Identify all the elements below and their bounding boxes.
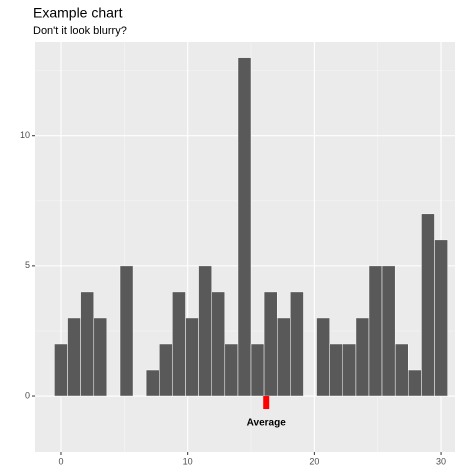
average-label: Average: [247, 418, 287, 429]
bar: [368, 265, 383, 397]
chart-subtitle: Don't it look blurry?: [33, 25, 127, 37]
average-marker: [263, 396, 270, 410]
bar: [185, 317, 199, 397]
bar: [381, 265, 396, 397]
bar: [276, 317, 291, 397]
x-tick-label: 10: [183, 456, 193, 466]
y-tick-label: 0: [25, 390, 30, 400]
x-tick-label: 30: [436, 456, 446, 466]
bar: [119, 265, 134, 397]
bar: [172, 291, 186, 397]
bar: [211, 291, 226, 397]
bar: [93, 317, 108, 397]
bar: [355, 317, 370, 397]
bar: [224, 343, 239, 397]
bar: [434, 239, 448, 397]
bar: [290, 291, 304, 397]
bar: [145, 369, 160, 397]
bar: [342, 343, 357, 397]
bar: [237, 57, 252, 397]
bar: [329, 343, 343, 397]
y-tick-label: 5: [25, 260, 30, 270]
x-tick-label: 20: [309, 456, 319, 466]
bar: [198, 265, 212, 397]
y-tick-label: 10: [20, 130, 30, 140]
bar: [67, 317, 81, 397]
bar: [316, 317, 330, 397]
bar: [80, 291, 95, 397]
bar: [159, 343, 173, 397]
x-tick-label: 0: [58, 456, 63, 466]
bar: [250, 343, 265, 397]
chart-title: Example chart: [33, 5, 123, 21]
bar: [421, 213, 435, 397]
bar: [407, 369, 422, 397]
bar: [394, 343, 409, 397]
bar: [263, 291, 278, 397]
bar: [54, 343, 68, 397]
